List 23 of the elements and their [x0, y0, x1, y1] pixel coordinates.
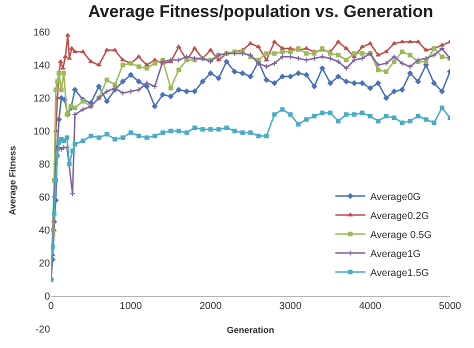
x-tick-label: 4000	[359, 301, 382, 312]
y-tick-label: 0	[44, 292, 50, 302]
y-axis-title: Average Fitness	[8, 146, 18, 216]
legend-label: Average 0.5G	[370, 230, 432, 241]
y-tick-label: 60	[38, 192, 50, 204]
x-tick-label: 5000	[438, 301, 462, 312]
y-tick-label: 80	[38, 160, 50, 170]
y-tick-label: 140	[33, 60, 50, 72]
legend-label: Average1G	[370, 248, 421, 260]
legend-label: Average1.5G	[370, 268, 430, 279]
x-tick-label: 3000	[279, 301, 302, 312]
y-tick-label: 120	[33, 94, 50, 104]
y-tick-label: 40	[38, 226, 50, 236]
x-tick-label: 2000	[199, 301, 222, 312]
y-tick-label: 20	[38, 258, 50, 270]
x-axis-title: Generation	[226, 324, 274, 335]
x-tick-label: 1000	[120, 301, 142, 312]
y-tick-label: 100	[33, 126, 50, 138]
chart-title: Average Fitness/population vs. Generation	[88, 2, 434, 22]
legend-label: Average0.2G	[370, 210, 430, 222]
y-tick-label: 160	[33, 28, 50, 38]
y-tick-label: -20	[36, 324, 50, 336]
legend-label: Average0G	[370, 192, 421, 203]
